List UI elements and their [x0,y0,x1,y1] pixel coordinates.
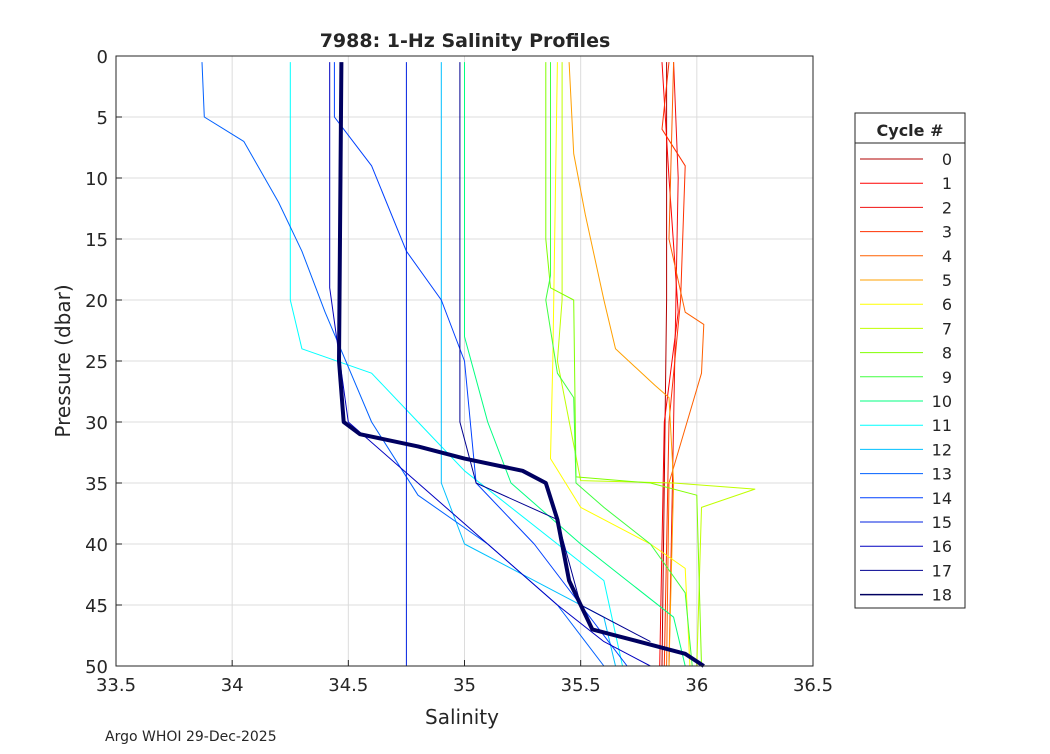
y-axis-label: Pressure (dbar) [51,284,75,437]
series-line-cycle-10 [464,62,686,667]
legend-label: 4 [942,247,952,266]
series-line-cycle-9 [545,62,693,667]
x-axis-label: Salinity [425,705,499,729]
y-tick-label: 5 [97,108,108,129]
y-tick-label: 45 [85,596,108,617]
series-line-cycle-8 [545,62,702,667]
legend-label: 1 [942,174,952,193]
y-tick-label: 20 [85,291,108,312]
legend-label: 7 [942,319,952,338]
legend-label: 12 [932,440,952,459]
legend-label: 11 [932,416,952,435]
legend-label: 16 [932,537,952,556]
y-tick-label: 50 [85,657,108,678]
x-tick-label: 35.5 [561,675,601,696]
legend-title: Cycle # [877,121,944,140]
legend-label: 9 [942,368,952,387]
legend-label: 8 [942,344,952,363]
y-tick-label: 15 [85,230,108,251]
legend-label: 0 [942,150,952,169]
series-line-cycle-11 [289,62,623,667]
series-line-cycle-16 [329,62,651,667]
series-line-cycle-6 [550,62,691,667]
x-tick-label: 36 [685,675,708,696]
legend-label: 15 [932,513,952,532]
chart-title: 7988: 1-Hz Salinity Profiles [320,30,611,52]
y-tick-label: 25 [85,352,108,373]
legend-label: 5 [942,271,952,290]
legend-label: 10 [932,392,952,411]
legend-label: 18 [932,586,952,605]
tick-labels: 33.5 34 34.5 35 35.5 36 36.5 0 5 10 15 20 25 30 35 40 45… [85,47,833,696]
y-tick-label: 30 [85,413,108,434]
x-tick-label: 34 [221,675,244,696]
series-line-cycle-5 [568,62,675,667]
footer-credit: Argo WHOI 29-Dec-2025 [105,729,277,745]
legend-box [854,112,966,609]
y-tick-label: 0 [97,47,108,68]
series-line-cycle-3 [661,62,686,667]
x-tick-label: 34.5 [328,675,368,696]
legend-label: 2 [942,198,952,217]
series-line-cycle-12 [440,62,616,667]
series-line-cycle-0 [661,62,668,667]
series-line-cycle-7 [556,62,756,667]
legend-label: 6 [942,295,952,314]
y-tick-label: 40 [85,535,108,556]
legend-label: 17 [932,561,952,580]
legend-label: 14 [932,489,952,508]
legend-label: 13 [932,465,952,484]
axes-box [115,55,814,667]
y-tick-label: 35 [85,474,108,495]
y-tick-label: 10 [85,169,108,190]
x-tick-label: 33.5 [96,675,136,696]
series-line-cycle-14 [333,62,628,667]
series-line-cycle-17 [459,62,651,643]
series-line-cycle-18 [337,62,705,668]
x-tick-label: 36.5 [793,675,833,696]
series-line-cycle-2 [668,62,679,667]
x-tick-label: 35 [453,675,476,696]
legend-label: 3 [942,223,952,242]
series-lines [201,62,756,668]
series-line-cycle-1 [659,62,679,667]
